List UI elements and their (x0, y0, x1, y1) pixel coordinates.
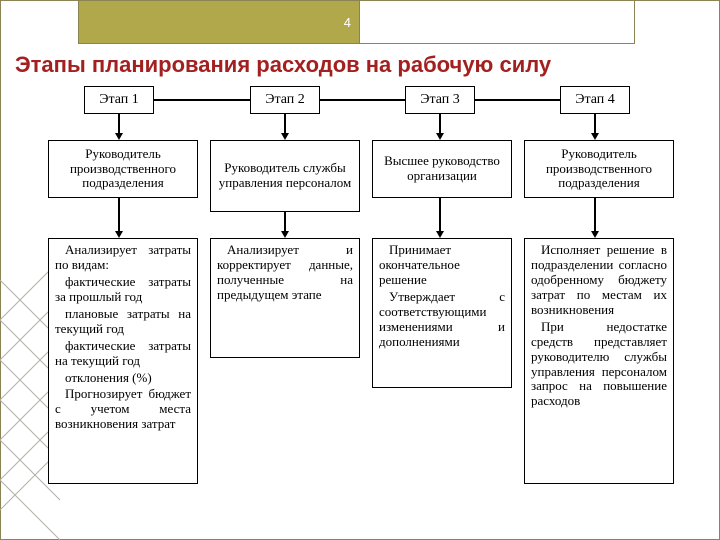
arrow-down-icon (591, 231, 599, 238)
desc-line: Анализирует и корректирует данные, получ… (217, 243, 353, 303)
role-box-4: Руководитель производственного подраздел… (524, 140, 674, 198)
arrow-down-icon (436, 133, 444, 140)
stage-box-1: Этап 1 (84, 86, 154, 114)
desc-line: Прогнозирует бюджет с учетом места возни… (55, 387, 191, 432)
role-box-3: Высшее руководство организации (372, 140, 512, 198)
desc-line: фактические за­траты за про­шлый год (55, 275, 191, 305)
stage-box-2: Этап 2 (250, 86, 320, 114)
header-left: 4 (79, 1, 359, 43)
connector-vertical (118, 114, 120, 134)
connector-horizontal (475, 99, 560, 101)
desc-line: Утверждает с соответст­вующими изменения… (379, 290, 505, 350)
desc-box-3: Принимает окончательное решениеУтверждае… (372, 238, 512, 388)
desc-line: отклонения (%) (55, 371, 191, 386)
header-divider (359, 1, 360, 43)
connector-vertical (594, 114, 596, 134)
arrow-down-icon (436, 231, 444, 238)
connector-horizontal (154, 99, 250, 101)
connector-vertical (439, 198, 441, 232)
page-title: Этапы планирования расходов на рабочую с… (15, 52, 551, 78)
role-box-1: Руководитель производственного подраздел… (48, 140, 198, 198)
arrow-down-icon (115, 231, 123, 238)
desc-box-1: Анализирует затраты по видам:фактические… (48, 238, 198, 484)
connector-vertical (284, 114, 286, 134)
slide-number: 4 (344, 15, 351, 30)
arrow-down-icon (115, 133, 123, 140)
desc-box-2: Анализирует и корректирует данные, получ… (210, 238, 360, 358)
stage-box-4: Этап 4 (560, 86, 630, 114)
desc-line: Исполняет реше­ние в подразде­лении согл… (531, 243, 667, 318)
arrow-down-icon (281, 133, 289, 140)
header-bar: 4 (78, 0, 635, 44)
arrow-down-icon (281, 231, 289, 238)
connector-vertical (439, 114, 441, 134)
stage-box-3: Этап 3 (405, 86, 475, 114)
desc-box-4: Исполняет реше­ние в подразде­лении согл… (524, 238, 674, 484)
connector-horizontal (320, 99, 405, 101)
connector-vertical (284, 212, 286, 232)
desc-line: Принимает окончательное решение (379, 243, 505, 288)
role-box-2: Руководитель службы управления персонало… (210, 140, 360, 212)
desc-line: Анализирует затраты по видам: (55, 243, 191, 273)
desc-line: фактические за­траты на текущий год (55, 339, 191, 369)
desc-line: При недостатке средств представ­ляет рук… (531, 320, 667, 410)
connector-vertical (594, 198, 596, 232)
connector-vertical (118, 198, 120, 232)
desc-line: плановые за­траты на текущий год (55, 307, 191, 337)
arrow-down-icon (591, 133, 599, 140)
